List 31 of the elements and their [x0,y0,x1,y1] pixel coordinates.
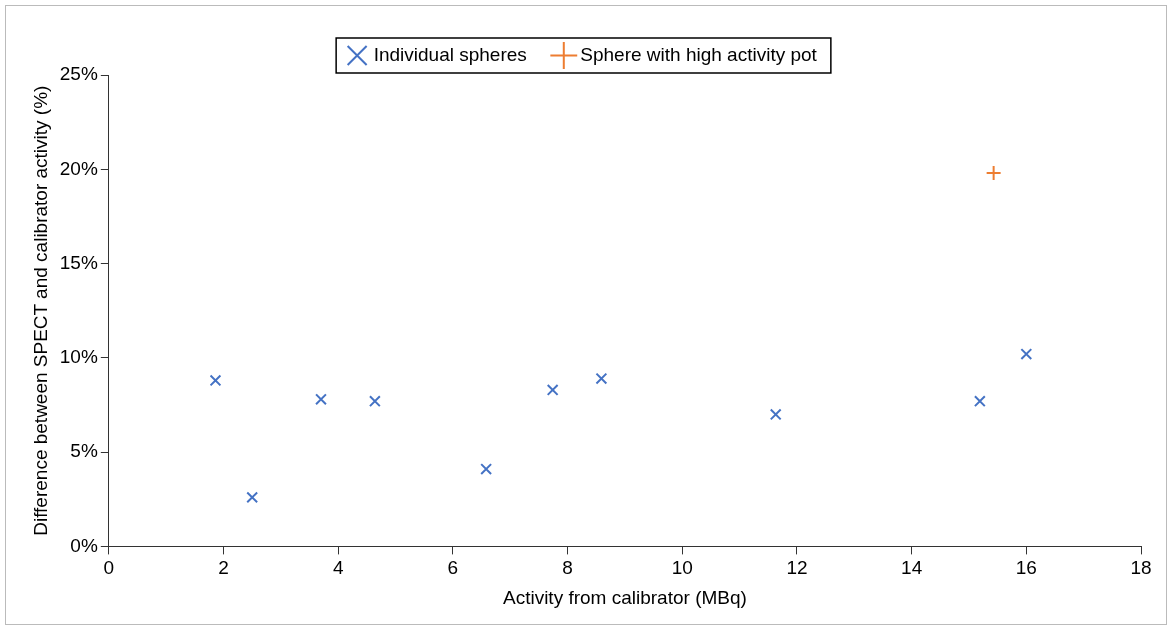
x-tick-label: 4 [332,557,344,579]
point [1020,348,1033,361]
y-tick-label: 0% [70,534,98,556]
x-tick-label: 12 [786,557,808,579]
point [769,408,782,421]
point [480,463,493,476]
y-tick-label: 15% [59,251,98,273]
y-axis-title: Difference between SPECT and calibrator activity (%) [29,85,51,536]
x-tick-label: 0 [103,557,115,579]
point [246,491,259,504]
y-tick-label: 5% [70,440,98,462]
point [985,165,1002,182]
y-tick-label: 25% [59,63,98,85]
x-tick-label: 2 [218,557,229,579]
x-axis-title: Activity from calibrator (MBq) [502,586,747,608]
point [595,372,608,385]
point [973,395,986,408]
x-tick-label: 8 [562,557,573,579]
legend-label: Sphere with high activity pot [580,43,818,65]
y-tick-label: 20% [59,157,98,179]
x-tick-label: 10 [671,557,693,579]
point [546,383,559,396]
x-tick-label: 16 [1015,557,1037,579]
point [368,395,381,408]
x-tick-label: 6 [447,557,459,579]
point [315,393,327,406]
y-tick-label: 10% [59,346,98,368]
x-tick-label: 14 [901,557,923,579]
legend-label: Individual spheres [373,43,527,65]
point [209,374,222,387]
x-tick-label: 18 [1130,557,1152,579]
